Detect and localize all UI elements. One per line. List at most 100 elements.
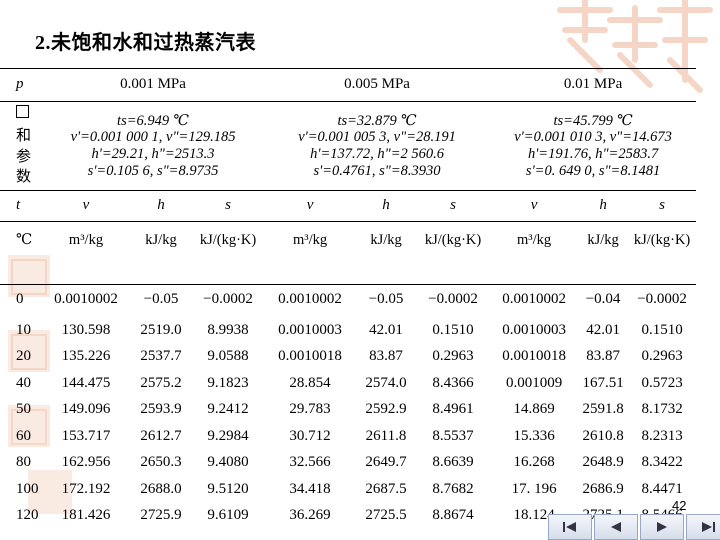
- table-row: 40 144.475 2575.2 9.1823 28.854 2574.0 8.4366 0…: [0, 370, 696, 397]
- table-cell: 32.566: [289, 454, 331, 471]
- table-row: 0 0.0010002 −0.05 −0.0002 0.0010002 −0.05 −0.0…: [0, 285, 696, 318]
- temperature-cell: 40: [16, 374, 31, 391]
- saturation-block-2: ts=32.879 ℃ v'=0.001 005 3, v"=28.191 h'…: [264, 101, 491, 191]
- table-cell: 149.096: [61, 401, 111, 418]
- col-unit: kJ/(kg·K): [628, 221, 697, 285]
- temperature-cell: 50: [16, 401, 31, 418]
- table-cell: 2574.0: [365, 374, 407, 391]
- table-row: 100 172.192 2688.0 9.5120 34.418 2687.5 8.7682…: [0, 476, 696, 503]
- table-cell: 8.6639: [432, 454, 474, 471]
- unit-row: ℃ m³/kg kJ/kg kJ/(kg·K) m³/kg kJ/kg kJ/(…: [0, 221, 697, 285]
- table-cell: −0.0002: [203, 291, 253, 307]
- table-cell: 0.0010002: [278, 291, 342, 307]
- saturation-label: 和 参 数: [0, 101, 42, 191]
- col-symbol: v: [42, 190, 130, 222]
- table-cell: 0.0010018: [502, 348, 566, 365]
- table-cell: 2725.9: [140, 507, 182, 524]
- table-cell: 18.124: [513, 507, 555, 524]
- table-cell: 8.4471: [641, 480, 683, 497]
- table-cell: 135.226: [61, 348, 111, 365]
- table-cell: 42.01: [369, 321, 403, 338]
- table-cell: 0.0010002: [502, 291, 566, 307]
- next-slide-button[interactable]: [640, 514, 684, 540]
- table-cell: 2575.2: [140, 374, 182, 391]
- col-unit: kJ/kg: [130, 221, 192, 285]
- table-cell: 162.956: [61, 454, 111, 471]
- table-cell: 2648.9: [582, 454, 624, 471]
- pressure-2: 0.005 MPa: [264, 68, 491, 102]
- table-cell: −0.05: [143, 291, 179, 307]
- table-cell: 2612.7: [140, 427, 182, 444]
- slide-navigation: [548, 514, 720, 540]
- symbol-row: t v h s v h s v h s: [0, 190, 697, 222]
- table-cell: 2725.5: [365, 507, 407, 524]
- table-cell: −0.0002: [428, 291, 478, 307]
- col-symbol: h: [356, 190, 417, 222]
- table-cell: 2610.8: [582, 427, 624, 444]
- saturation-row: 和 参 数 ts=6.949 ℃ v'=0.001 000 1, v"=129.…: [0, 101, 697, 191]
- table-cell: 172.192: [61, 480, 111, 497]
- saturation-block-1: ts=6.949 ℃ v'=0.001 000 1, v"=129.185 h'…: [42, 101, 265, 191]
- col-symbol: s: [416, 190, 491, 222]
- table-cell: 30.712: [289, 427, 331, 444]
- table-cell: 8.1732: [641, 401, 683, 418]
- col-symbol: t: [0, 190, 42, 222]
- col-symbol: s: [628, 190, 697, 222]
- col-unit: kJ/(kg·K): [192, 221, 265, 285]
- last-slide-button[interactable]: [686, 514, 720, 540]
- saturation-block-3: ts=45.799 ℃ v'=0.001 010 3, v"=14.673 h'…: [490, 101, 697, 191]
- table-cell: 28.854: [289, 374, 331, 391]
- table-cell: 17. 196: [511, 480, 557, 497]
- table-cell: 83.87: [369, 348, 403, 365]
- table-cell: 8.7682: [432, 480, 474, 497]
- temperature-cell: 20: [16, 348, 31, 365]
- table-cell: 36.269: [289, 507, 331, 524]
- checkbox-glyph: [16, 105, 29, 118]
- temperature-cell: 10: [16, 321, 31, 338]
- temperature-cell: 120: [16, 507, 39, 524]
- table-cell: 2687.5: [365, 480, 407, 497]
- col-unit: m³/kg: [264, 221, 357, 285]
- temperature-cell: 0: [16, 291, 24, 307]
- prev-slide-button[interactable]: [594, 514, 638, 540]
- table-cell: 8.2313: [641, 427, 683, 444]
- table-cell: 9.1823: [207, 374, 249, 391]
- table-cell: 9.2412: [207, 401, 249, 418]
- page-title: 2.未饱和水和过热蒸汽表: [35, 32, 256, 54]
- table-row: 80 162.956 2650.3 9.4080 32.566 2649.7 8.6639 1…: [0, 450, 696, 477]
- table-cell: 0.2963: [432, 348, 474, 365]
- pressure-1: 0.001 MPa: [42, 68, 265, 102]
- first-icon: [563, 522, 576, 532]
- table-cell: 9.4080: [207, 454, 249, 471]
- table-cell: 8.4961: [432, 401, 474, 418]
- table-cell: 9.5120: [207, 480, 249, 497]
- table-cell: 29.783: [289, 401, 331, 418]
- col-symbol: s: [192, 190, 265, 222]
- first-slide-button[interactable]: [548, 514, 592, 540]
- table-cell: 130.598: [61, 321, 111, 338]
- table-cell: 15.336: [513, 427, 555, 444]
- table-cell: 0.1510: [641, 321, 683, 338]
- col-symbol: v: [264, 190, 357, 222]
- table-cell: 2592.9: [365, 401, 407, 418]
- table-cell: −0.0002: [637, 291, 687, 307]
- col-unit: kJ/(kg·K): [416, 221, 491, 285]
- temperature-cell: 100: [16, 480, 39, 497]
- table-cell: 83.87: [586, 348, 620, 365]
- table-row: 60 153.717 2612.7 9.2984 30.712 2611.8 8.5537 1…: [0, 423, 696, 450]
- col-unit: ℃: [0, 221, 42, 285]
- table-cell: 8.9938: [207, 321, 249, 338]
- table-cell: −0.04: [585, 291, 621, 307]
- table-row: 20 135.226 2537.7 9.0588 0.0010018 83.87 0.296…: [0, 344, 696, 371]
- col-unit: m³/kg: [490, 221, 579, 285]
- table-cell: 2591.8: [582, 401, 624, 418]
- col-symbol: h: [578, 190, 629, 222]
- last-icon: [702, 522, 715, 532]
- col-unit: kJ/kg: [356, 221, 417, 285]
- col-unit: kJ/kg: [578, 221, 629, 285]
- table-cell: 0.001009: [505, 374, 563, 391]
- table-cell: 0.0010002: [54, 291, 118, 307]
- pressure-header-row: p 0.001 MPa 0.005 MPa 0.01 MPa: [0, 68, 697, 102]
- table-cell: 144.475: [61, 374, 111, 391]
- table-cell: 167.51: [582, 374, 624, 391]
